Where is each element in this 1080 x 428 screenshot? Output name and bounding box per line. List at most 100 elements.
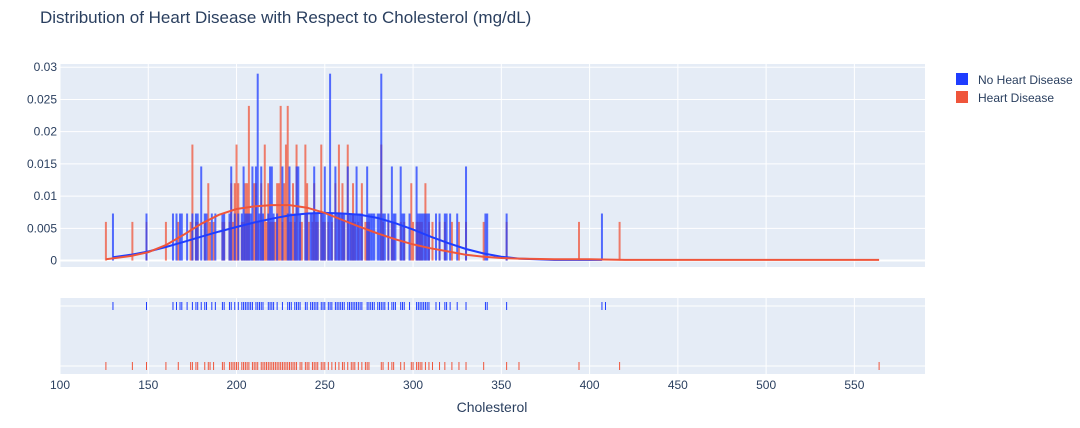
bar-no-heart-disease: [337, 213, 340, 261]
bar-heart-disease: [337, 144, 340, 261]
x-tick-label: 400: [580, 378, 600, 392]
legend-swatch-heart-disease: [956, 91, 968, 103]
y-tick-label: 0: [50, 254, 57, 268]
x-tick-label: 350: [491, 378, 511, 392]
legend: No Heart Disease Heart Disease: [956, 73, 1073, 105]
x-tick-label: 550: [844, 378, 864, 392]
bar-no-heart-disease: [186, 213, 189, 261]
bar-no-heart-disease: [449, 213, 452, 261]
bar-no-heart-disease: [175, 213, 178, 261]
bar-no-heart-disease: [484, 213, 487, 261]
bar-no-heart-disease: [256, 73, 259, 261]
bar-heart-disease: [431, 221, 434, 261]
bar-no-heart-disease: [276, 213, 279, 261]
rug-marks: [105, 302, 880, 370]
bar-no-heart-disease: [281, 166, 284, 261]
bar-no-heart-disease: [311, 213, 314, 261]
y-tick-label: 0.025: [27, 92, 57, 106]
bar-no-heart-disease: [314, 213, 317, 261]
x-tick-label: 150: [138, 378, 158, 392]
legend-item-heart-disease[interactable]: Heart Disease: [956, 91, 1054, 105]
bar-no-heart-disease: [341, 213, 344, 261]
x-tick-label: 450: [668, 378, 688, 392]
bar-no-heart-disease: [336, 213, 339, 261]
bar-heart-disease: [292, 183, 295, 261]
bar-no-heart-disease: [378, 213, 381, 261]
bar-no-heart-disease: [401, 213, 404, 261]
bar-heart-disease: [457, 221, 460, 261]
bar-heart-disease: [104, 221, 107, 261]
x-tick-label: 200: [227, 378, 247, 392]
bar-no-heart-disease: [367, 213, 370, 261]
bar-no-heart-disease: [270, 166, 273, 261]
bar-heart-disease: [304, 144, 307, 261]
bar-no-heart-disease: [415, 166, 418, 261]
bar-no-heart-disease: [360, 213, 363, 261]
bar-no-heart-disease: [269, 166, 272, 261]
bar-no-heart-disease: [369, 213, 372, 261]
bar-heart-disease: [263, 144, 266, 261]
bar-no-heart-disease: [435, 213, 438, 261]
bar-heart-disease: [235, 144, 238, 261]
bar-no-heart-disease: [329, 73, 332, 261]
bar-no-heart-disease: [357, 213, 360, 261]
bar-no-heart-disease: [320, 213, 323, 261]
bar-no-heart-disease: [382, 213, 385, 261]
bar-no-heart-disease: [399, 166, 402, 261]
bar-no-heart-disease: [330, 213, 333, 261]
bar-heart-disease: [232, 221, 234, 261]
bar-no-heart-disease: [383, 213, 386, 261]
bar-no-heart-disease: [210, 213, 213, 261]
bar-no-heart-disease: [237, 213, 240, 261]
bar-no-heart-disease: [180, 213, 183, 261]
bar-no-heart-disease: [230, 166, 233, 261]
bar-heart-disease: [300, 221, 303, 261]
bar-no-heart-disease: [392, 213, 395, 261]
bar-no-heart-disease: [353, 213, 356, 261]
bar-no-heart-disease: [371, 213, 374, 261]
bar-no-heart-disease: [322, 213, 325, 261]
bar-no-heart-disease: [316, 213, 319, 261]
bar-heart-disease: [286, 105, 289, 261]
bar-no-heart-disease: [240, 213, 243, 261]
bar-no-heart-disease: [390, 166, 393, 261]
bar-no-heart-disease: [309, 213, 312, 261]
bar-no-heart-disease: [293, 213, 296, 261]
bar-no-heart-disease: [419, 213, 422, 261]
bar-heart-disease: [284, 144, 287, 261]
bar-no-heart-disease: [254, 166, 257, 261]
bar-no-heart-disease: [267, 213, 270, 261]
bar-no-heart-disease: [290, 213, 293, 261]
bar-heart-disease: [191, 144, 194, 261]
bar-heart-disease: [207, 183, 210, 261]
bar-no-heart-disease: [306, 213, 309, 261]
bar-no-heart-disease: [260, 166, 263, 261]
bar-no-heart-disease: [422, 213, 425, 261]
bar-no-heart-disease: [352, 213, 355, 261]
legend-label-heart-disease: Heart Disease: [978, 91, 1054, 105]
kde-line-heart-disease: [105, 204, 880, 261]
bar-no-heart-disease: [286, 213, 289, 261]
bar-heart-disease: [212, 221, 215, 261]
kde-curves: [105, 204, 880, 261]
x-tick-label: 250: [315, 378, 335, 392]
bar-no-heart-disease: [214, 213, 217, 261]
bar-no-heart-disease: [380, 73, 383, 261]
bar-heart-disease: [177, 221, 180, 261]
rug-plot-area: [60, 298, 925, 374]
y-tick-label: 0.02: [34, 125, 58, 139]
x-axis-title: Cholesterol: [457, 399, 528, 415]
bar-heart-disease: [364, 221, 367, 261]
legend-swatch-no-heart-disease: [956, 73, 968, 85]
bar-no-heart-disease: [424, 213, 427, 261]
legend-item-no-heart-disease[interactable]: No Heart Disease: [956, 73, 1073, 87]
bar-no-heart-disease: [251, 166, 254, 261]
x-tick-label: 100: [50, 378, 70, 392]
bar-heart-disease: [164, 221, 167, 261]
chart-title: Distribution of Heart Disease with Respe…: [40, 8, 531, 27]
bar-no-heart-disease: [258, 213, 261, 261]
bar-no-heart-disease: [359, 213, 362, 261]
bar-no-heart-disease: [249, 213, 252, 261]
bar-no-heart-disease: [191, 213, 194, 261]
